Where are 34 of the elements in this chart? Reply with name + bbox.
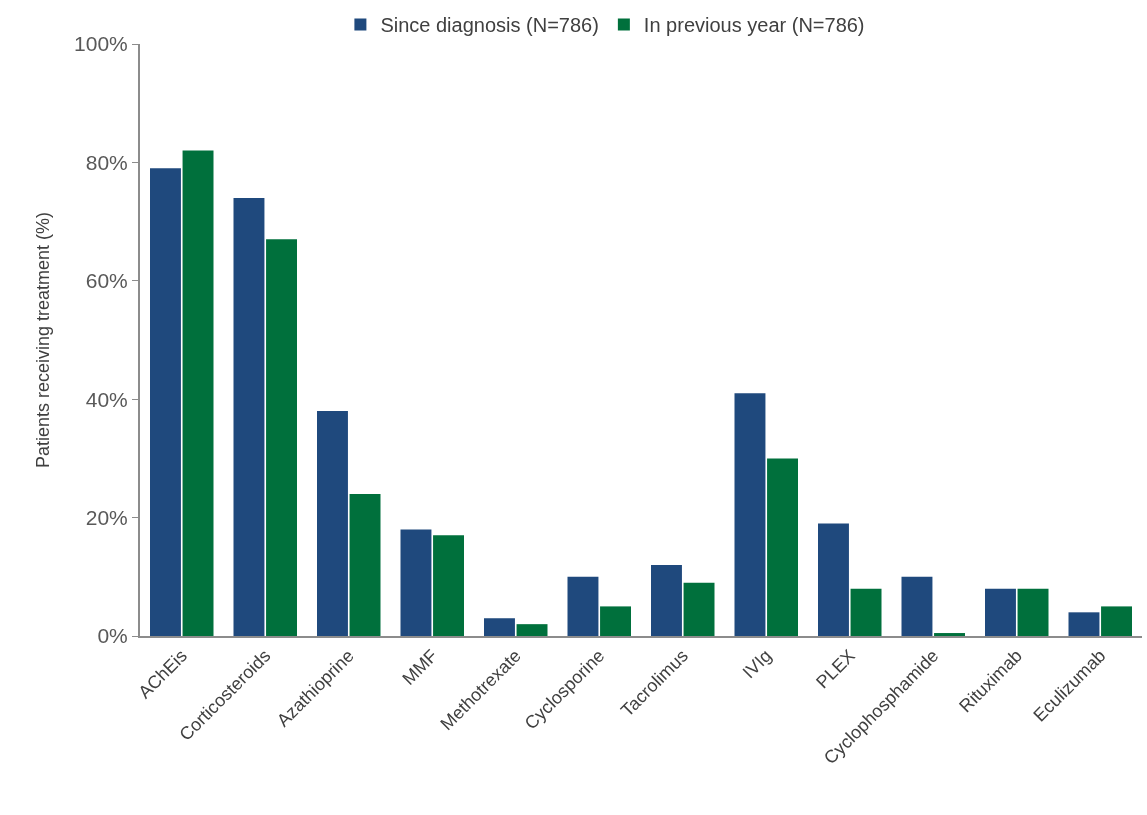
bar	[734, 393, 766, 636]
legend-label: In previous year (N=786)	[643, 14, 865, 37]
bar	[934, 633, 965, 636]
bar	[1017, 588, 1049, 636]
y-tick-label: 40%	[85, 387, 128, 411]
bar	[683, 582, 715, 636]
bar	[1101, 606, 1132, 636]
bar	[651, 564, 682, 636]
bar	[901, 576, 933, 636]
bar	[600, 606, 631, 636]
bar	[985, 588, 1016, 636]
bar	[150, 168, 181, 636]
bar	[182, 150, 214, 636]
bar	[233, 197, 265, 636]
bar	[767, 458, 798, 636]
bar	[317, 411, 348, 636]
y-tick-label: 100%	[74, 32, 128, 56]
bar	[567, 576, 599, 636]
x-tick-label: IVIg	[738, 645, 776, 683]
bar	[349, 493, 381, 636]
bar	[1068, 612, 1100, 636]
legend-label: Since diagnosis (N=786)	[380, 14, 599, 37]
y-axis-title: Patients receiving treatment (%)	[32, 211, 53, 469]
bar	[818, 523, 849, 636]
bar	[433, 535, 464, 636]
bar	[266, 239, 297, 636]
y-tick-label: 0%	[97, 624, 128, 648]
y-tick-label: 20%	[85, 505, 128, 529]
bar	[850, 588, 882, 636]
bar	[516, 624, 548, 636]
y-tick-label: 80%	[85, 150, 128, 174]
bar	[400, 529, 432, 636]
y-tick-label: 60%	[85, 269, 128, 293]
bar	[484, 618, 515, 636]
